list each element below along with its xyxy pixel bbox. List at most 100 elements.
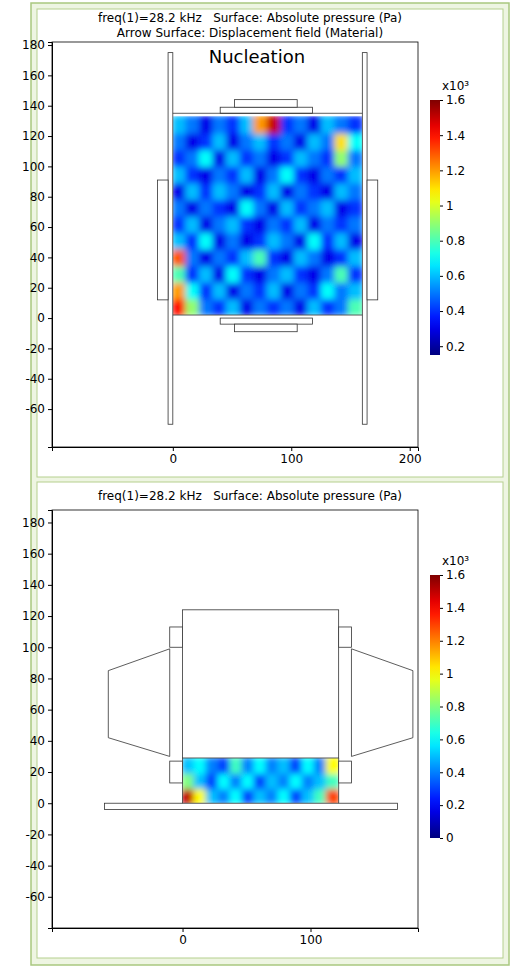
heat-cell [212,116,228,134]
tick-mark [440,206,443,207]
tick-label: 1.4 [446,129,465,143]
heat-cell [199,132,215,151]
tick-label: 120 [22,129,45,143]
heat-cell [302,758,316,774]
heat-cell [280,116,296,134]
heat-cell [253,231,269,250]
heat-cell [307,281,323,300]
heat-cell [307,231,323,250]
tick: 200 [399,447,422,466]
heat-cell [185,297,201,315]
heat-cell [280,165,296,184]
outer-frame [31,3,509,965]
heat-cell [267,215,283,234]
heat-cell [240,281,256,300]
tick-label: -60 [25,402,45,416]
colorbar-axis: 0.20.40.60.811.21.41.6 [440,93,465,355]
tick-mark [48,522,52,523]
heat-cell [348,281,363,300]
heat-cell [307,248,323,267]
tick: 0 [37,797,52,811]
geometry-part [220,318,312,324]
tick-label: 100 [22,160,45,174]
tick-mark [48,197,52,198]
heat-cell [294,165,310,184]
tick: 80 [30,672,52,686]
tick: 140 [22,578,52,592]
tick-mark [48,136,52,137]
tick: 0 [179,928,187,947]
heat-cell [294,116,310,134]
heat-cell [267,148,283,167]
plot-area [104,610,412,810]
tick-label: -60 [25,890,45,904]
axis-line [53,929,419,933]
tick-label: 100 [22,641,45,655]
heat-cell [326,787,339,803]
heat-cell [253,281,269,300]
y-axis: -60-40-20020406080100120140160180 [22,511,52,929]
tick: 1.2 [440,634,465,648]
tick: 20 [30,765,52,779]
heatmap-cells [173,116,363,315]
heat-cell [240,215,256,234]
heat-cell [173,248,188,267]
tick-mark [440,805,443,806]
heat-cell [307,132,323,151]
heat-cell [302,787,316,803]
tick-mark [48,288,52,289]
heat-cell [267,231,283,250]
tick-label: 180 [22,38,45,52]
tick: 40 [30,734,52,748]
heat-cell [240,148,256,167]
geometry-part [339,627,352,647]
geometry-part [351,649,412,757]
tick-mark [440,641,443,642]
heat-cell [173,198,188,217]
heat-cell [294,297,310,315]
heat-cell [307,116,323,134]
heat-cell [280,248,296,267]
tick-mark [440,135,443,136]
heat-cell [173,116,188,134]
heat-cell [212,165,228,184]
heat-cell [326,758,339,774]
tick: 0.4 [440,304,465,318]
x-axis: 0100 [53,928,419,947]
geometry-part [234,324,297,332]
tick-label: 0 [169,452,177,466]
tick: 160 [22,69,52,83]
heat-cell [334,116,350,134]
geometry-part [234,100,297,108]
colorbar-label: x10³ [442,79,469,93]
geometry-part [362,53,367,425]
heat-cell [321,165,337,184]
tick-mark [311,928,312,932]
heat-cell [348,132,363,151]
tick: -40 [25,859,52,873]
heat-cell [267,264,283,283]
heat-cell [334,148,350,167]
heat-cell [314,787,328,803]
heat-cell [240,297,256,315]
tick-label: 0.2 [446,798,465,812]
heat-cell [334,231,350,250]
heat-cell [294,182,310,201]
heat-cell [278,758,292,774]
heat-cell [173,264,188,283]
heat-cell [348,148,363,167]
tick-mark [48,647,52,648]
heat-cell [280,182,296,201]
heat-cell [321,215,337,234]
heat-cell [212,182,228,201]
tick-mark [48,227,52,228]
tick: 40 [30,251,52,265]
tick-mark [440,170,443,171]
tick-label: -40 [25,372,45,386]
tick: 1.4 [440,129,465,143]
tick-mark [291,447,292,451]
tick: -60 [25,402,52,416]
heat-cell [185,281,201,300]
figure: 0100200-60-40-20020406080100120140160180… [0,0,514,973]
tick: 20 [30,281,52,295]
